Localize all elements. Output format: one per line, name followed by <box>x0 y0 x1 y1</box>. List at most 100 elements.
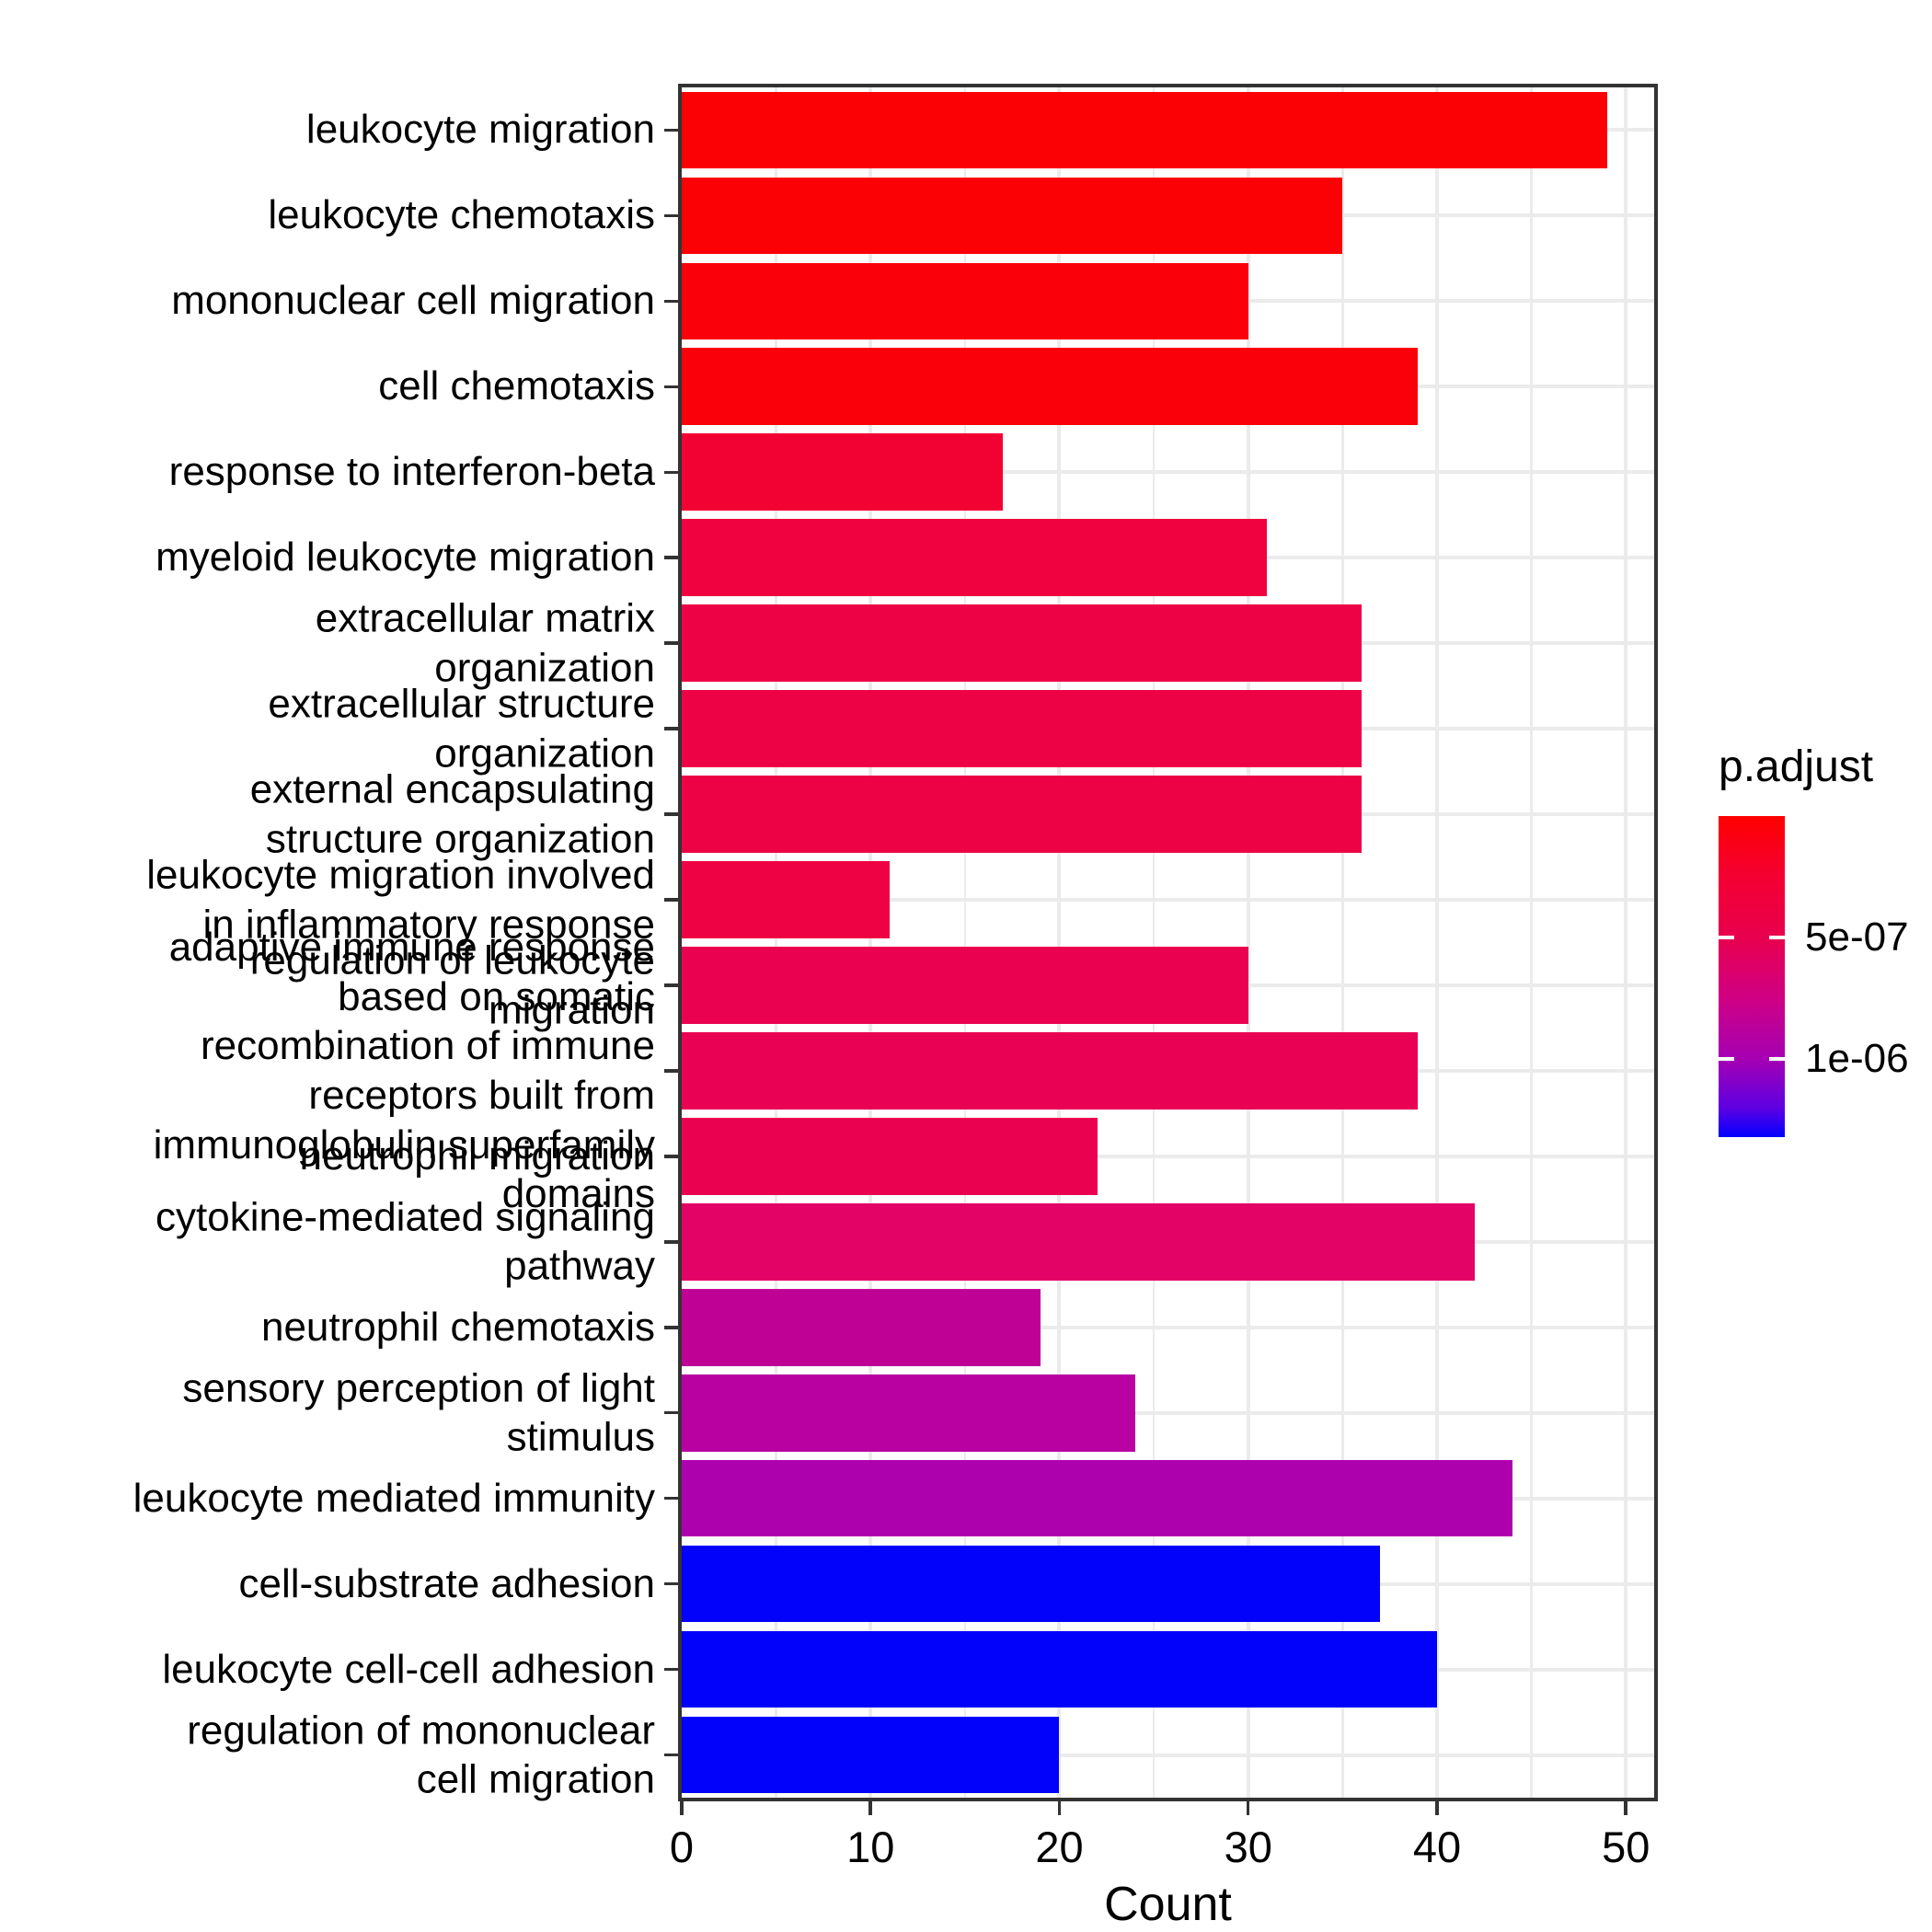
x-axis-tick <box>1624 1801 1627 1815</box>
legend: p.adjust 5e-07 1e-06 <box>1719 742 1932 1165</box>
gridline-vertical-major <box>1624 87 1628 1798</box>
y-axis-label: leukocyte mediated immunity <box>132 1475 655 1521</box>
gridline-horizontal <box>682 1753 1654 1757</box>
y-axis-tick <box>664 1581 678 1586</box>
y-axis-label: myeloid leukocyte migration <box>155 535 655 581</box>
legend-title: p.adjust <box>1719 742 1874 791</box>
bar-leukocyte-migration <box>682 91 1607 169</box>
y-axis-tick <box>664 213 678 218</box>
x-axis-tick <box>868 1801 872 1815</box>
gridline-horizontal <box>682 1325 1654 1329</box>
x-axis-tick <box>680 1801 684 1815</box>
gridline-vertical-minor <box>1530 87 1533 1798</box>
y-axis-tick <box>664 1667 678 1672</box>
gridline-vertical-minor <box>1341 87 1344 1798</box>
y-axis-label: leukocyte chemotaxis <box>268 192 655 238</box>
y-axis-tick <box>664 1410 678 1415</box>
bar-cytokine-mediated-signaling-pathway <box>682 1202 1476 1281</box>
y-axis-label: response to interferon-beta <box>168 449 655 495</box>
x-axis-tick-label: 10 <box>846 1823 895 1871</box>
y-axis-label: cell chemotaxis <box>378 363 655 409</box>
legend-tick-mark <box>1769 1057 1785 1061</box>
gridline-vertical-major <box>1434 87 1439 1798</box>
legend-gradient-bar <box>1719 816 1785 1137</box>
gridline-horizontal <box>682 1410 1654 1415</box>
y-axis-tick <box>664 1069 678 1073</box>
x-axis-tick <box>1057 1801 1062 1815</box>
bar-response-to-interferon-beta <box>682 433 1003 512</box>
x-axis-tick <box>1435 1801 1439 1815</box>
y-axis-label: leukocyte migration <box>305 107 655 153</box>
bar-regulation-of-mononuclear-cell-migration <box>682 1716 1060 1794</box>
legend-tick-label: 1e-06 <box>1805 1035 1909 1081</box>
y-axis-tick <box>664 812 678 816</box>
gridline-vertical-major <box>1057 87 1062 1798</box>
y-axis-tick <box>664 727 678 730</box>
y-axis-tick <box>664 641 678 645</box>
bar-leukocyte-migration-involved-in-inflammatory-response <box>682 861 890 938</box>
legend-tick-label: 5e-07 <box>1805 914 1909 960</box>
y-axis-tick <box>664 1753 678 1757</box>
gridline-vertical-major <box>1246 87 1250 1798</box>
y-axis-label: cytokine-mediated signaling pathway <box>155 1194 655 1289</box>
y-axis-tick <box>664 556 678 559</box>
y-axis-label: leukocyte cell-cell adhesion <box>162 1646 655 1692</box>
x-axis: 0 10 20 30 40 50 <box>670 1801 1654 1884</box>
y-axis-tick <box>664 898 678 902</box>
gridline-horizontal <box>682 1154 1654 1158</box>
bar-adaptive-immune-response-based-on-somatic-recombination-of-immune-receptors-built-from-immunoglobulin-superfamily-domains <box>682 1032 1419 1110</box>
x-axis-tick-label: 50 <box>1602 1823 1650 1871</box>
gridline-vertical-minor <box>963 87 967 1798</box>
y-axis-label: regulation of mononuclear cell migration <box>187 1707 655 1802</box>
bar-leukocyte-mediated-immunity <box>682 1459 1513 1537</box>
bar-cell-chemotaxis <box>682 348 1419 426</box>
legend-tick-mark <box>1719 936 1734 939</box>
gridline-vertical-major <box>868 87 873 1798</box>
y-axis-label: external encapsulating structure organiz… <box>249 766 655 862</box>
legend-tick-mark <box>1719 1057 1734 1061</box>
y-axis-label: adaptive immune response based on somati… <box>153 924 655 1217</box>
y-axis-tick <box>664 470 678 475</box>
y-axis-label: sensory perception of light stimulus <box>182 1365 655 1460</box>
bar-myeloid-leukocyte-migration <box>682 519 1268 597</box>
y-axis-label: cell-substrate adhesion <box>238 1560 655 1606</box>
gridline-horizontal <box>682 470 1654 475</box>
bar-regulation-of-leukocyte-migration <box>682 947 1248 1024</box>
gridline-vertical-minor <box>1152 87 1156 1798</box>
gridline-vertical-minor <box>775 87 777 1798</box>
y-axis-tick <box>664 128 678 132</box>
x-axis-tick-label: 0 <box>669 1823 695 1871</box>
bar-extracellular-matrix-organization <box>682 604 1362 682</box>
y-axis-tick <box>664 385 678 389</box>
bar-neutrophil-chemotaxis <box>682 1288 1041 1366</box>
bar-neutrophil-migration <box>682 1118 1098 1195</box>
y-axis-tick <box>664 1496 678 1501</box>
x-axis-tick <box>1246 1801 1250 1815</box>
plot-panel <box>678 84 1658 1801</box>
y-axis-tick-marks <box>656 87 678 1798</box>
legend-tick-mark <box>1769 936 1785 939</box>
gridline-horizontal <box>682 898 1654 903</box>
y-axis-label: regulation of leukocyte migration <box>249 937 655 1032</box>
y-axis-tick <box>664 1155 678 1158</box>
bar-leukocyte-cell-cell-adhesion <box>682 1630 1437 1708</box>
y-axis-tick <box>664 299 678 304</box>
y-axis-label: extracellular matrix organization <box>315 595 655 691</box>
y-axis-label: neutrophil migration <box>299 1133 655 1179</box>
bar-sensory-perception-of-light-stimulus <box>682 1374 1135 1452</box>
x-axis-tick-label: 20 <box>1035 1823 1084 1871</box>
y-axis-tick <box>664 1240 678 1244</box>
bar-mononuclear-cell-migration <box>682 262 1248 340</box>
y-axis-label: mononuclear cell migration <box>171 278 655 324</box>
x-axis-tick-label: 30 <box>1224 1823 1272 1871</box>
x-axis-title: Count <box>1104 1878 1232 1931</box>
bar-external-encapsulating-structure-organization <box>682 776 1362 853</box>
x-axis-tick-label: 40 <box>1412 1823 1462 1871</box>
bar-leukocyte-chemotaxis <box>682 177 1343 255</box>
y-axis-label: neutrophil chemotaxis <box>260 1304 655 1350</box>
bar-extracellular-structure-organization <box>682 690 1362 767</box>
y-axis-label: extracellular structure organization <box>268 681 655 776</box>
y-axis-tick <box>664 1326 678 1329</box>
y-axis-labels: leukocyte migration leukocyte chemotaxis m… <box>0 87 655 1802</box>
